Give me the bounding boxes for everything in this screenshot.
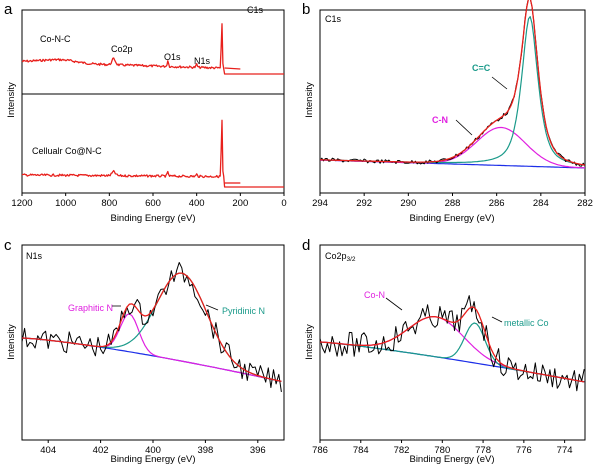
panel-d-xtick-label-3: 780 (434, 445, 450, 456)
panel-d-frame (319, 244, 586, 441)
panel-d-xtick-label-6: 774 (557, 445, 573, 456)
panel-d-xtick-label-5: 776 (516, 445, 532, 456)
panel-d-title-sub: 3/2 (347, 256, 356, 263)
panel-b-frame (319, 9, 586, 194)
panel-a-xtick-label-2: 800 (101, 198, 117, 209)
panel-c-xtick-label-3: 398 (197, 445, 213, 456)
panel-a-xtick-label-4: 400 (189, 198, 205, 209)
panel-c-series-fit (21, 272, 282, 383)
panel-c-series-pyridinic (21, 272, 282, 382)
panel-d-series-metallic (319, 322, 585, 383)
plot-layer: 1200 1000 800 600 400 200 0 294 292 290 288 286 284 2… (11, 0, 593, 456)
panel-d-anno-con: Co-N (364, 290, 385, 300)
panel-c-letter: c (4, 237, 12, 254)
panel-b-letter: b (302, 1, 310, 18)
panel-b-anno-cn: C-N (432, 115, 448, 125)
panel-a-xlabel: Binding Energy (eV) (110, 213, 195, 224)
panel-b-xtick-label-5: 284 (533, 198, 549, 209)
panel-b-series-cc (320, 16, 586, 166)
panel-b-arrow-cc (491, 76, 508, 90)
panel-d-title-main: Co2p (325, 251, 347, 261)
panel-a-anno-c1s: C1s (247, 5, 264, 15)
panel-b-title: C1s (325, 14, 342, 24)
panel-c-series-graphitic (21, 313, 282, 382)
panel-b-xtick-label-2: 290 (400, 198, 416, 209)
panel-c-anno-graphitic: Graphitic N (68, 303, 113, 313)
panel-c-xtick-label-0: 404 (40, 445, 56, 456)
panel-d-xtick-label-0: 786 (312, 445, 328, 456)
panel-a-anno-n1s: N1s (194, 56, 211, 66)
panel-a-bottom-label: Cellualr Co@N-C (32, 146, 102, 156)
panel-b-xtick-label-6: 282 (577, 198, 593, 209)
panel-d-series-fit (319, 306, 585, 383)
panel-a-series-top (21, 23, 284, 75)
panel-d-arrow-metallic (491, 316, 503, 323)
panel-a-ylabel: Intensity (6, 82, 17, 118)
panel-a-xtick-label-6: 0 (281, 198, 286, 209)
panel-d-series-raw (319, 295, 585, 392)
panel-d-anno-metallic: metallic Co (504, 318, 549, 328)
panel-d-letter: d (302, 237, 310, 254)
panel-c-anno-pyridinic: Pyridinic N (222, 306, 265, 316)
panel-d-xlabel: Binding Energy (eV) (409, 454, 494, 465)
panel-b-xtick-label-4: 286 (489, 198, 505, 209)
panel-b-anno-cc: C=C (472, 63, 491, 73)
panel-c-xtick-label-1: 402 (93, 445, 109, 456)
panel-d-xtick-label-1: 784 (353, 445, 369, 456)
panel-a-letter: a (4, 1, 13, 18)
panel-d-ylabel: Intensity (304, 324, 315, 360)
panel-c-title: N1s (26, 251, 43, 261)
panel-d-arrow-con (385, 297, 403, 311)
panel-d-xtick-label-4: 778 (475, 445, 491, 456)
panel-a-top-tail (224, 67, 241, 70)
panel-d-title: Co2p3/2 (325, 251, 356, 263)
panel-c-xtick-label-4: 396 (250, 445, 266, 456)
panel-b-xtick-label-0: 294 (312, 198, 328, 209)
panel-c-xlabel: Binding Energy (eV) (110, 454, 195, 465)
panel-b-arrow-cn (455, 119, 473, 136)
panel-a-anno-co2p: Co2p (111, 44, 133, 54)
panel-b-xtick-label-1: 292 (356, 198, 372, 209)
panel-b-ylabel: Intensity (304, 82, 315, 118)
panel-a-series-bottom (21, 119, 284, 188)
panel-b-xtick-label-3: 288 (445, 198, 461, 209)
panel-c-series-raw (21, 262, 282, 392)
panel-b-series-cn (319, 126, 586, 169)
panel-b-xlabel: Binding Energy (eV) (409, 213, 494, 224)
panel-c-xtick-label-2: 400 (145, 445, 161, 456)
panel-a-xtick-label-5: 200 (232, 198, 248, 209)
panel-a-xtick-label-0: 1200 (11, 198, 32, 209)
panel-d-xtick-label-2: 782 (394, 445, 410, 456)
panel-b-series-fit (320, 0, 586, 166)
panel-a-xtick-label-1: 1000 (55, 198, 76, 209)
panel-a-xtick-label-3: 600 (145, 198, 161, 209)
panel-c-arrow-pyridinic (205, 304, 219, 311)
panel-c-ylabel: Intensity (6, 324, 17, 360)
panel-a-anno-o1s: O1s (164, 52, 181, 62)
panel-b-series-raw (319, 0, 586, 167)
panel-a-top-label: Co-N-C (40, 34, 71, 44)
